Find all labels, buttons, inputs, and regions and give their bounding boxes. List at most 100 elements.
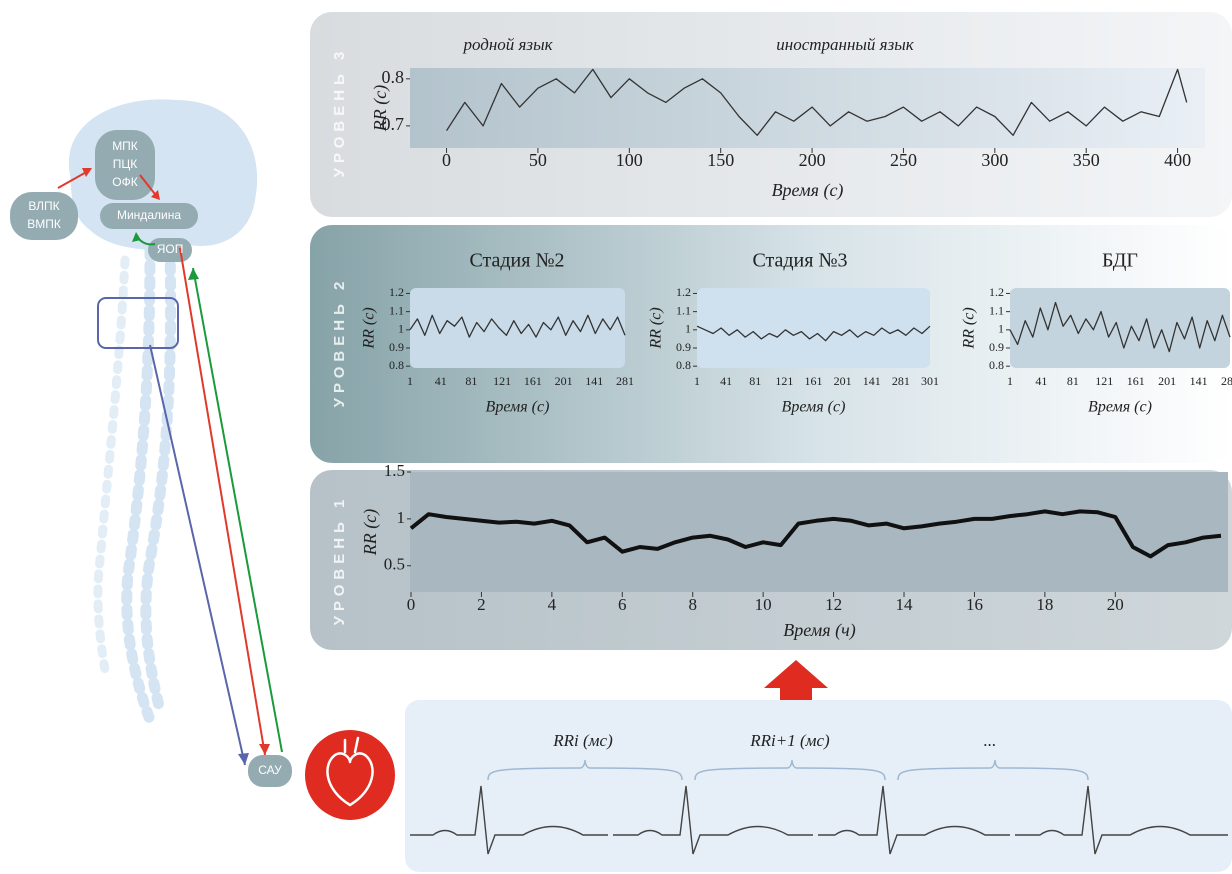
x-tick-label: 161 <box>805 374 823 388</box>
x-tick-label: 201 <box>834 374 852 388</box>
region-label: ПЦК <box>113 157 138 171</box>
rr-line <box>409 509 1222 559</box>
x-tick-label: 41 <box>1035 374 1047 388</box>
x-tick-label: 8 <box>688 595 697 614</box>
y-axis-label: RR (c) <box>370 85 391 132</box>
region-label: ВМПК <box>27 217 61 231</box>
x-tick-label: 250 <box>890 150 917 170</box>
x-tick-label: 150 <box>707 150 734 170</box>
y-tick-label: 0.9 <box>676 340 691 354</box>
x-tick-label: 81 <box>749 374 761 388</box>
x-tick-label: 4 <box>548 595 557 614</box>
annotation: иностранный язык <box>776 35 914 54</box>
y-tick-label: 0.8 <box>676 358 691 372</box>
rr-line <box>409 314 626 338</box>
x-tick-label: 0 <box>442 150 451 170</box>
y-tick-label: 0.8 <box>389 358 404 372</box>
y-tick-label: 1.2 <box>676 285 691 299</box>
x-tick-label: 281 <box>1221 374 1232 388</box>
x-tick-label: 81 <box>1067 374 1079 388</box>
ecg-label: RRi+1 (мс) <box>749 731 830 750</box>
y-axis-label: RR (c) <box>360 509 381 556</box>
region-label: Миндалина <box>117 208 181 222</box>
x-tick-label: 161 <box>1127 374 1145 388</box>
region-label: ОФК <box>112 175 137 189</box>
x-tick-label: 161 <box>524 374 542 388</box>
x-tick-label: 12 <box>825 595 842 614</box>
level-label: УРОВЕНЬ 1 <box>331 495 348 626</box>
x-tick-label: 6 <box>618 595 627 614</box>
x-tick-label: 41 <box>720 374 732 388</box>
x-axis-label: Время (c) <box>782 399 846 416</box>
y-tick-label: 1.2 <box>989 285 1004 299</box>
y-axis-label: RR (c) <box>648 307 665 349</box>
x-tick-label: 81 <box>465 374 477 388</box>
ecg-label: RRi (мс) <box>552 731 613 750</box>
x-axis-label: Время (ч) <box>783 620 855 641</box>
x-tick-label: 20 <box>1107 595 1124 614</box>
annotation: родной язык <box>462 35 553 54</box>
y-axis-label: RR (c) <box>361 307 378 349</box>
x-tick-label: 18 <box>1036 595 1053 614</box>
x-tick-label: 201 <box>1158 374 1176 388</box>
ecg-label: ... <box>984 731 997 750</box>
x-tick-label: 400 <box>1164 150 1191 170</box>
region-label: ЯОП <box>157 242 184 256</box>
rr-line <box>1009 301 1231 353</box>
x-tick-label: 121 <box>775 374 793 388</box>
y-tick-label: 1 <box>397 508 406 527</box>
y-tick-label: 0.7 <box>382 114 405 134</box>
plot-bg <box>1010 288 1230 368</box>
x-tick-label: 16 <box>966 595 983 614</box>
x-tick-label: 41 <box>435 374 447 388</box>
x-tick-label: 200 <box>799 150 826 170</box>
brain-illustration <box>10 99 395 820</box>
braces <box>487 759 1089 781</box>
chart-title: Стадия №3 <box>752 250 847 272</box>
x-tick-label: 141 <box>863 374 881 388</box>
level-label: УРОВЕНЬ 2 <box>331 277 348 408</box>
x-tick-label: 350 <box>1073 150 1100 170</box>
x-axis-label: Время (с) <box>772 180 844 201</box>
y-tick-label: 1.1 <box>389 303 404 317</box>
y-tick-label: 0.8 <box>989 358 1004 372</box>
x-tick-label: 50 <box>529 150 547 170</box>
chart-title: БДГ <box>1102 250 1138 272</box>
x-tick-label: 121 <box>493 374 511 388</box>
level1-plot-bg <box>410 472 1228 592</box>
plot-bg <box>697 288 930 368</box>
rr-line <box>696 325 931 342</box>
y-tick-label: 1.1 <box>676 303 691 317</box>
effector-label: САУ <box>258 763 282 777</box>
region-label: МПК <box>112 139 138 153</box>
y-tick-label: 1 <box>685 322 691 336</box>
y-tick-label: 0.5 <box>384 555 405 574</box>
x-axis-label: Время (c) <box>486 399 550 416</box>
x-tick-label: 121 <box>1095 374 1113 388</box>
y-tick-label: 0.9 <box>389 340 404 354</box>
y-tick-label: 1 <box>398 322 404 336</box>
x-tick-label: 301 <box>921 374 939 388</box>
up-arrow <box>764 660 828 706</box>
ecg-trace <box>410 785 1228 855</box>
x-tick-label: 201 <box>555 374 573 388</box>
x-tick-label: 1 <box>407 374 413 388</box>
x-tick-label: 1 <box>694 374 700 388</box>
x-tick-label: 100 <box>616 150 643 170</box>
y-tick-label: 1 <box>998 322 1004 336</box>
y-tick-label: 0.9 <box>989 340 1004 354</box>
y-axis-label: RR (c) <box>961 307 978 349</box>
x-tick-label: 141 <box>1190 374 1208 388</box>
x-axis-label: Время (c) <box>1088 399 1152 416</box>
x-tick-label: 281 <box>616 374 634 388</box>
x-tick-label: 281 <box>892 374 910 388</box>
ecg-panel <box>405 700 1232 872</box>
level-label: УРОВЕНЬ 3 <box>331 47 348 178</box>
region-label: ВЛПК <box>28 199 59 213</box>
x-tick-label: 300 <box>981 150 1008 170</box>
y-tick-label: 1.1 <box>989 303 1004 317</box>
x-tick-label: 10 <box>755 595 772 614</box>
x-tick-label: 14 <box>896 595 914 614</box>
level3-plot-bg <box>410 68 1205 148</box>
